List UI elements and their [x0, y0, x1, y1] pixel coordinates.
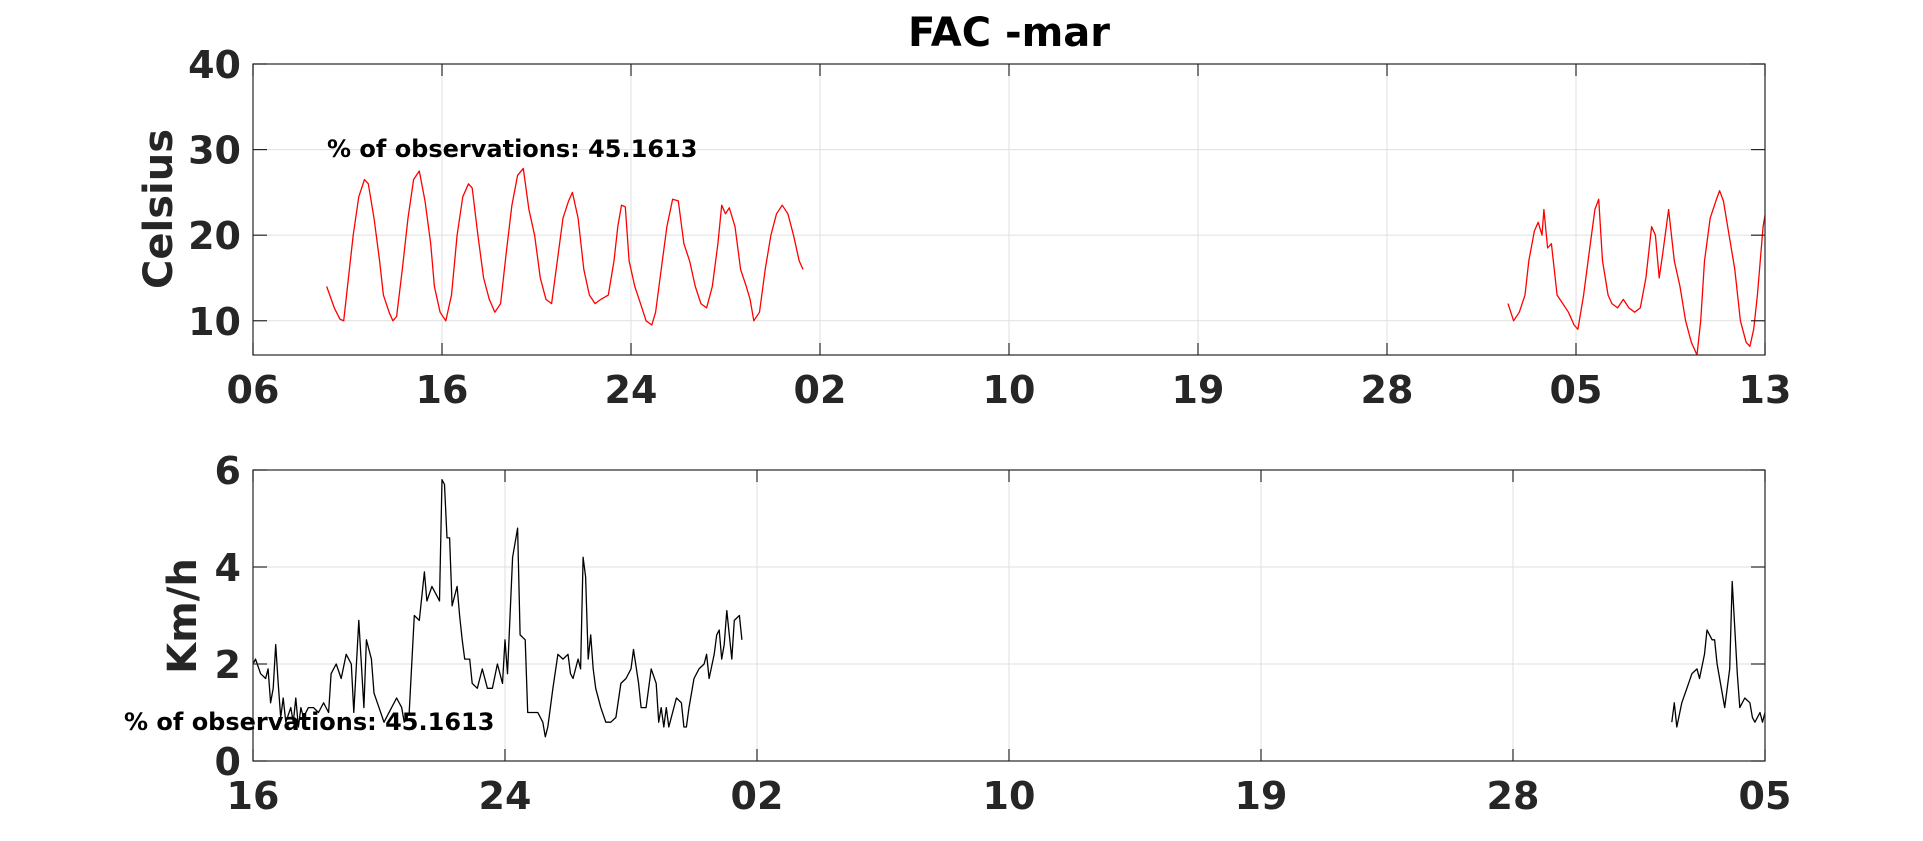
temperature-y-axis-label: Celsius — [136, 129, 182, 289]
x-tick-label: 16 — [227, 774, 280, 818]
temperature-observations-annotation: % of observations: 45.1613 — [327, 135, 697, 163]
x-tick-label: 05 — [1739, 774, 1792, 818]
y-tick-label: 2 — [215, 643, 241, 687]
x-tick-label: 13 — [1739, 368, 1792, 412]
wind-y-axis-label: Km/h — [160, 558, 206, 674]
series-line-segment — [253, 479, 743, 738]
temperature-ticks: 06 16 24 02 10 19 28 05 13 10 20 30 40 — [188, 43, 1791, 412]
x-tick-label: 19 — [1235, 774, 1288, 818]
y-tick-label: 10 — [188, 300, 241, 344]
y-tick-label: 40 — [188, 43, 241, 87]
x-tick-label: 24 — [479, 774, 532, 818]
temperature-series — [326, 167, 1765, 355]
wind-series — [253, 479, 1765, 738]
temperature-panel: 06 16 24 02 10 19 28 05 13 10 20 30 40 Celsius % of … — [136, 43, 1791, 412]
x-tick-label: 19 — [1172, 368, 1225, 412]
y-tick-label: 20 — [188, 214, 241, 258]
x-tick-label: 02 — [731, 774, 784, 818]
series-line-segment — [1671, 580, 1765, 728]
x-tick-label: 10 — [983, 368, 1036, 412]
x-tick-label: 05 — [1550, 368, 1603, 412]
x-tick-label: 24 — [605, 368, 658, 412]
chart-title: FAC -mar — [908, 10, 1110, 56]
series-line-segment — [1507, 190, 1765, 355]
y-tick-label: 4 — [215, 546, 241, 590]
x-tick-label: 16 — [416, 368, 469, 412]
x-tick-label: 02 — [794, 368, 847, 412]
x-tick-label: 06 — [227, 368, 280, 412]
x-tick-label: 10 — [983, 774, 1036, 818]
x-tick-label: 28 — [1487, 774, 1540, 818]
x-tick-label: 28 — [1361, 368, 1414, 412]
y-tick-label: 6 — [215, 449, 241, 493]
y-tick-label: 0 — [215, 740, 241, 784]
wind-observations-annotation: % of observations: 45.1613 — [124, 708, 494, 736]
series-line-segment — [326, 167, 804, 326]
y-tick-label: 30 — [188, 129, 241, 173]
